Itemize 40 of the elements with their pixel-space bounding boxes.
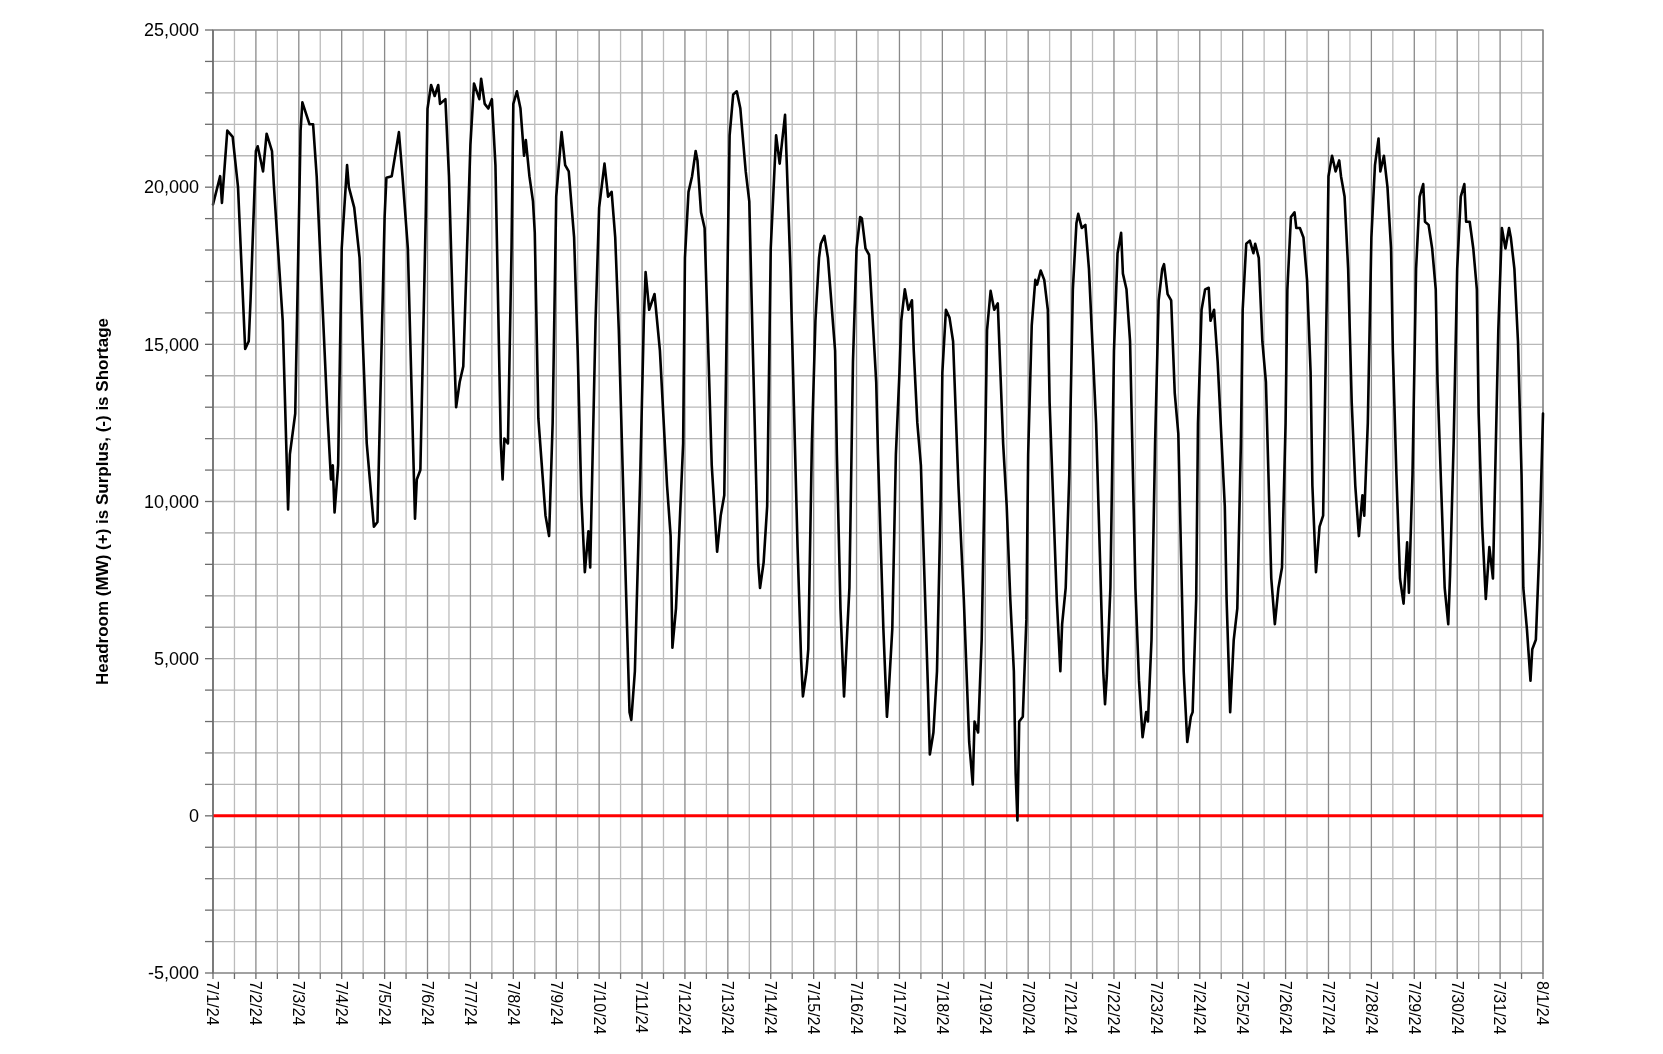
- x-tick-label: 7/19/24: [976, 981, 994, 1035]
- x-tick-label: 7/26/24: [1276, 981, 1294, 1035]
- x-tick-label: 7/4/24: [333, 981, 351, 1026]
- x-tick-label: 7/8/24: [504, 981, 522, 1026]
- y-tick-label: 25,000: [143, 20, 199, 41]
- x-tick-label: 7/6/24: [418, 981, 436, 1026]
- x-tick-label: 7/21/24: [1062, 981, 1080, 1035]
- x-tick-label: 7/30/24: [1448, 981, 1466, 1035]
- x-tick-label: 7/16/24: [847, 981, 865, 1035]
- y-tick-label: 5,000: [153, 648, 199, 669]
- x-tick-label: 7/27/24: [1319, 981, 1337, 1035]
- y-tick-label: -5,000: [147, 963, 199, 984]
- x-tick-label: 7/13/24: [719, 981, 737, 1035]
- x-tick-label: 7/9/24: [547, 981, 565, 1026]
- x-tick-label: 7/5/24: [376, 981, 394, 1026]
- x-tick-label: 7/28/24: [1362, 981, 1380, 1035]
- x-tick-label: 7/29/24: [1405, 981, 1423, 1035]
- x-tick-label: 7/12/24: [676, 981, 694, 1035]
- y-tick-label: 10,000: [143, 491, 199, 512]
- x-tick-label: 7/3/24: [290, 981, 308, 1026]
- x-tick-label: 7/2/24: [247, 981, 265, 1026]
- y-tick-label: 20,000: [143, 177, 199, 198]
- x-tick-label: 7/23/24: [1148, 981, 1166, 1035]
- x-tick-label: 8/1/24: [1534, 981, 1552, 1026]
- y-axis-title: Headroom (MW) (+) is Surplus, (-) is Shortage: [93, 318, 112, 685]
- x-tick-label: 7/11/24: [633, 981, 651, 1034]
- x-tick-label: 7/14/24: [762, 981, 780, 1035]
- x-tick-label: 7/7/24: [461, 981, 479, 1026]
- x-tick-label: 7/15/24: [805, 981, 823, 1035]
- x-tick-label: 7/22/24: [1105, 981, 1123, 1035]
- x-tick-label: 7/25/24: [1234, 981, 1252, 1035]
- y-tick-label: 0: [188, 806, 199, 827]
- x-tick-label: 7/20/24: [1019, 981, 1037, 1035]
- x-tick-label: 7/31/24: [1491, 981, 1509, 1035]
- y-tick-label: 15,000: [143, 334, 199, 355]
- x-tick-label: 7/17/24: [890, 981, 908, 1035]
- x-tick-label: 7/18/24: [933, 981, 951, 1035]
- x-tick-label: 7/24/24: [1191, 981, 1209, 1035]
- x-tick-label: 7/1/24: [204, 981, 222, 1026]
- x-tick-label: 7/10/24: [590, 981, 608, 1035]
